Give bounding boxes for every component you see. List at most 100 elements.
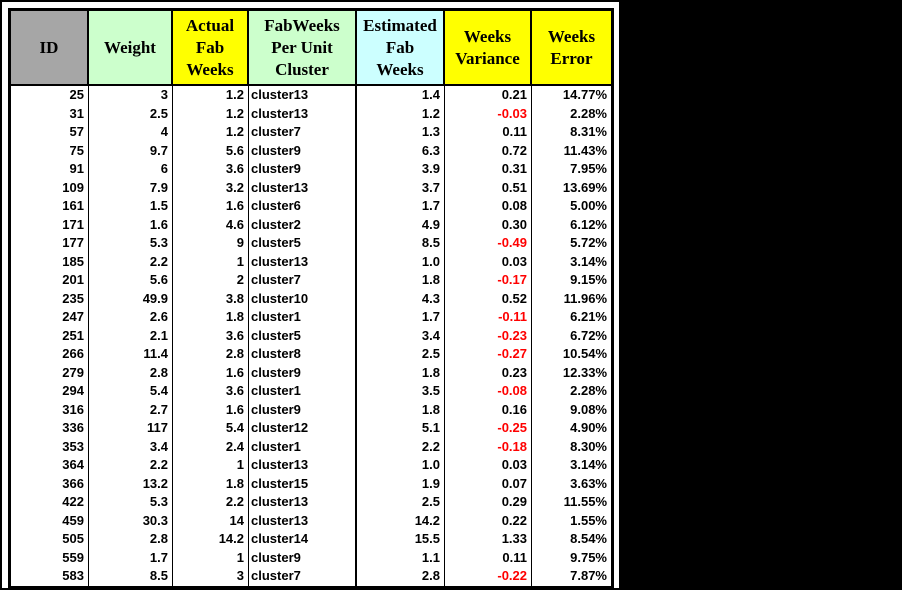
cell-estimated-fab-weeks: 2.5: [357, 493, 445, 512]
table-row: 177 5.3 9 cluster5 8.5 -0.49 5.72%: [11, 234, 611, 253]
cell-weeks-error: 8.54%: [570, 531, 607, 546]
cell-weeks-error: 8.30%: [570, 438, 607, 454]
cell-weeks-variance: -0.11: [445, 308, 532, 327]
column-header-id: ID: [11, 11, 89, 86]
cell-estimated-fab-weeks: 3.5: [357, 382, 445, 401]
cell-estimated-fab-weeks: 1.7: [357, 197, 445, 216]
cell-actual-fab-weeks: 14: [173, 511, 249, 530]
column-header-actual-fab-weeks: Actual Fab Weeks: [173, 11, 249, 86]
cell-actual-fab-weeks: 1: [173, 548, 249, 567]
column-header-weeks-error: Weeks Error: [532, 11, 611, 86]
cell-weight: 11.4: [89, 345, 173, 364]
cell-weeks-error: 10.54%: [562, 346, 607, 361]
cell-estimated-fab-weeks: 2.2: [357, 437, 445, 456]
cell-weight: 2.8: [89, 530, 173, 549]
cell-id: 353: [11, 437, 89, 456]
column-header-weeks-variance: Weeks Variance: [445, 11, 532, 86]
cell-cluster: cluster9: [249, 363, 357, 382]
cell-id: 583: [11, 567, 89, 586]
table-row: 57 4 1.2 cluster7 1.3 0.11 8.31%: [11, 123, 611, 142]
cell-weeks-variance: 0.11: [445, 123, 532, 142]
cell-estimated-fab-weeks: 2.8: [357, 567, 445, 586]
cell-cluster: cluster9: [249, 141, 357, 160]
cell-weight: 2.2: [89, 456, 173, 475]
cell-actual-fab-weeks: 1.2: [173, 104, 249, 123]
cell-weeks-error: 11.43%: [563, 142, 607, 158]
cell-estimated-fab-weeks: 6.3: [357, 141, 445, 160]
cell-weeks-error: 13.69%: [562, 179, 607, 195]
cell-weeks-variance: 0.29: [445, 493, 532, 512]
cell-id: 459: [11, 511, 89, 530]
cell-id: 109: [11, 178, 89, 197]
table-row: 353 3.4 2.4 cluster1 2.2 -0.18 8.30%: [11, 437, 611, 456]
cell-weeks-error: 3.63%: [570, 475, 607, 491]
table-body: 25 3 1.2 cluster13 1.4 0.21 14.77% 31 2.5 1.2 clus…: [11, 86, 611, 586]
cell-id: 422: [11, 493, 89, 512]
cell-id: 161: [11, 197, 89, 216]
cell-estimated-fab-weeks: 1.8: [357, 400, 445, 419]
cell-cluster: cluster8: [249, 345, 357, 364]
cell-weeks-variance: -0.17: [445, 271, 532, 290]
cell-actual-fab-weeks: 3.6: [173, 160, 249, 179]
cell-cluster: cluster9: [249, 160, 357, 179]
cell-weeks-variance: 0.03: [445, 252, 532, 271]
cell-weeks-error: 2.28%: [570, 105, 607, 121]
cell-weeks-variance: -0.08: [445, 382, 532, 401]
cell-weeks-error: 5.00%: [570, 198, 607, 213]
cell-weight: 117: [89, 419, 173, 438]
cell-id: 25: [11, 86, 89, 105]
cell-actual-fab-weeks: 9: [173, 234, 249, 253]
cell-weight: 7.9: [89, 178, 173, 197]
table-row: 316 2.7 1.6 cluster9 1.8 0.16 9.08%: [11, 400, 611, 419]
cell-id: 247: [11, 308, 89, 327]
cell-estimated-fab-weeks: 3.9: [357, 160, 445, 179]
cell-id: 294: [11, 382, 89, 401]
cell-id: 177: [11, 234, 89, 253]
cell-weeks-variance: 0.16: [445, 400, 532, 419]
cell-actual-fab-weeks: 1.8: [173, 474, 249, 493]
cell-weight: 1.6: [89, 215, 173, 234]
cell-id: 559: [11, 548, 89, 567]
cell-estimated-fab-weeks: 1.4: [357, 86, 445, 105]
cell-actual-fab-weeks: 3.6: [173, 382, 249, 401]
cell-actual-fab-weeks: 2.2: [173, 493, 249, 512]
cell-actual-fab-weeks: 1.2: [173, 123, 249, 142]
cell-id: 171: [11, 215, 89, 234]
header-row: ID Weight Actual Fab Weeks FabWeeks Per Uni…: [11, 11, 611, 86]
cell-weight: 4: [89, 123, 173, 142]
table-row: 25 3 1.2 cluster13 1.4 0.21 14.77%: [11, 86, 611, 105]
table-row: 201 5.6 2 cluster7 1.8 -0.17 9.15%: [11, 271, 611, 290]
cell-estimated-fab-weeks: 1.1: [357, 548, 445, 567]
cell-cluster: cluster13: [249, 456, 357, 475]
table-row: 171 1.6 4.6 cluster2 4.9 0.30 6.12%: [11, 215, 611, 234]
cell-cluster: cluster9: [249, 400, 357, 419]
cell-id: 279: [11, 363, 89, 382]
column-header-weight: Weight: [89, 11, 173, 86]
table-row: 336 117 5.4 cluster12 5.1 -0.25 4.90%: [11, 419, 611, 438]
cell-weeks-variance: 0.31: [445, 160, 532, 179]
cell-weeks-error: 11.55%: [563, 494, 607, 509]
cell-weeks-error: 4.90%: [570, 420, 607, 435]
table-row: 279 2.8 1.6 cluster9 1.8 0.23 12.33%: [11, 363, 611, 382]
cell-cluster: cluster5: [249, 234, 357, 253]
cell-cluster: cluster13: [249, 104, 357, 123]
cell-actual-fab-weeks: 1.6: [173, 197, 249, 216]
cell-weeks-error: 7.87%: [570, 568, 607, 583]
cell-weight: 1.5: [89, 197, 173, 216]
cell-cluster: cluster13: [249, 511, 357, 530]
cell-id: 364: [11, 456, 89, 475]
cell-actual-fab-weeks: 3: [173, 567, 249, 586]
cell-estimated-fab-weeks: 3.7: [357, 178, 445, 197]
cell-weeks-variance: -0.03: [445, 104, 532, 123]
cell-weight: 2.2: [89, 252, 173, 271]
cell-estimated-fab-weeks: 1.7: [357, 308, 445, 327]
cell-actual-fab-weeks: 1.6: [173, 363, 249, 382]
cell-weight: 30.3: [89, 511, 173, 530]
cell-weight: 6: [89, 160, 173, 179]
cell-weight: 5.3: [89, 234, 173, 253]
cell-actual-fab-weeks: 4.6: [173, 215, 249, 234]
cell-weight: 13.2: [89, 474, 173, 493]
cell-estimated-fab-weeks: 4.3: [357, 289, 445, 308]
cell-weeks-error: 12.33%: [562, 364, 607, 380]
cell-weeks-error: 6.72%: [570, 327, 607, 343]
